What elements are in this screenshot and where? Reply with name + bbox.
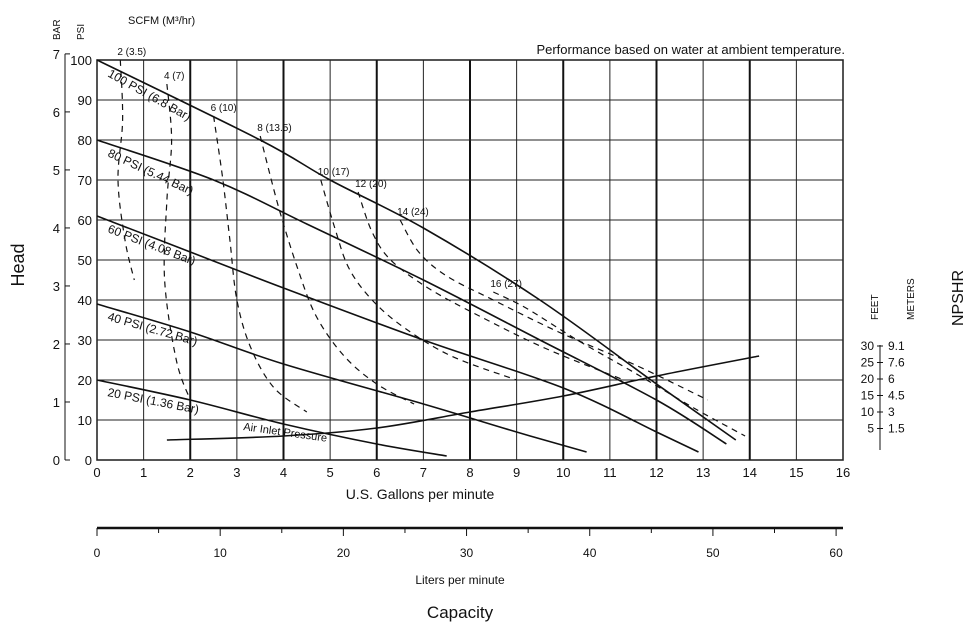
x-tick-label: 4 [280,465,287,480]
pressure-curve [96,59,737,441]
x-tick-label: 5 [327,465,334,480]
npshr-feet-unit: FEET [870,294,881,320]
pressure-curve [96,379,447,457]
x-tick-label: 0 [93,465,100,480]
bar-tick-label: 3 [53,279,60,294]
air-flow-curve [493,291,746,437]
psi-tick-label: 20 [78,373,92,388]
npshr-feet-tick-label: 15 [861,389,875,403]
pressure-curve [96,139,727,445]
air-flow-label: 10 (17) [318,167,350,178]
bar-tick-label: 2 [53,337,60,352]
psi-tick-label: 60 [78,213,92,228]
bar-tick-label: 5 [53,163,60,178]
npshr-meters-tick-label: 7.6 [888,356,905,370]
air-flow-curve [320,179,517,381]
capacity-label: Capacity [427,603,494,622]
air-flow-label: 16 (27) [490,279,522,290]
npshr-meters-tick-label: 4.5 [888,389,905,403]
air-flow-label: 14 (24) [397,207,429,218]
x-tick-label: 8 [466,465,473,480]
npshr-feet-tick-label: 30 [861,339,875,353]
bar-tick-label: 0 [53,453,60,468]
pressure-curve-label: 80 PSI (5.44 Bar) [106,146,196,198]
lpm-tick-label: 30 [460,546,474,560]
air-flow-curve [259,135,415,405]
psi-tick-label: 70 [78,173,92,188]
lpm-tick-label: 0 [94,546,101,560]
bar-tick-label: 1 [53,395,60,410]
chart-labels: Performance based on water at ambient te… [8,15,965,622]
air-flow-curve [399,219,709,401]
x-tick-label: 16 [836,465,850,480]
psi-tick-label: 100 [70,53,92,68]
npshr-feet-tick-label: 10 [861,405,875,419]
npshr-meters-tick-label: 6 [888,372,895,386]
pressure-curve [96,303,587,453]
npshr-label: NPSHR [950,270,965,326]
npshr-meters-tick-label: 1.5 [888,422,905,436]
npshr-meters-tick-label: 9.1 [888,339,905,353]
lpm-axis-label: Liters per minute [415,573,505,587]
air-flow-label: 4 (7) [164,71,185,82]
npshr-feet-tick-label: 20 [861,372,875,386]
air-flow-curve [357,191,625,381]
psi-unit-label: PSI [76,24,87,40]
lpm-tick-label: 60 [829,546,843,560]
axes: 0 1 2 3 4 5 6 7 8 9 10 11 12 13 14 15 160102030405060708… [53,47,905,560]
x-tick-label: 7 [420,465,427,480]
air-flow-label: 2 (3.5) [117,47,146,58]
chart-title: Performance based on water at ambient te… [536,42,845,57]
pressure-curve-label: 40 PSI (2.72 Bar) [106,309,199,348]
air-flow-curve [163,83,191,401]
x-tick-label: 1 [140,465,147,480]
air-flow-label: 6 (10) [211,103,237,114]
x-tick-label: 10 [556,465,570,480]
x-tick-label: 3 [233,465,240,480]
gpm-axis-label: U.S. Gallons per minute [346,486,495,502]
lpm-tick-label: 40 [583,546,597,560]
psi-tick-label: 90 [78,93,92,108]
psi-tick-label: 50 [78,253,92,268]
pressure-curve-label: 60 PSI (4.08 Bar) [106,222,198,268]
npshr-feet-tick-label: 5 [867,422,874,436]
grid [96,59,844,461]
npshr-meters-unit: METERS [906,278,917,320]
bar-tick-label: 4 [53,221,60,236]
head-axis-label: Head [8,243,28,286]
lpm-tick-label: 20 [337,546,351,560]
x-tick-label: 11 [603,465,617,480]
performance-curves: 2 (3.5) 4 (7) 6 (10) 8 (13.5) 10 (17) 12 (20)… [96,47,760,457]
psi-tick-label: 80 [78,133,92,148]
psi-tick-label: 30 [78,333,92,348]
bar-tick-label: 7 [53,47,60,62]
psi-tick-label: 40 [78,293,92,308]
air-flow-label: 8 (13.5) [257,123,291,134]
air-flow-label: 12 (20) [355,179,387,190]
lpm-tick-label: 10 [214,546,228,560]
x-tick-label: 2 [187,465,194,480]
psi-tick-label: 10 [78,413,92,428]
x-tick-label: 6 [373,465,380,480]
bar-unit-label: BAR [52,19,63,40]
psi-tick-label: 0 [85,453,92,468]
x-tick-label: 15 [789,465,803,480]
pressure-curve [96,215,699,453]
x-tick-label: 13 [696,465,710,480]
bar-tick-label: 6 [53,105,60,120]
x-tick-label: 9 [513,465,520,480]
lpm-tick-label: 50 [706,546,720,560]
x-tick-label: 14 [743,465,757,480]
npshr-curve [166,355,760,441]
x-tick-label: 12 [649,465,663,480]
npshr-feet-tick-label: 25 [861,356,875,370]
scfm-label: SCFM (M³/hr) [128,15,195,27]
npshr-meters-tick-label: 3 [888,405,895,419]
